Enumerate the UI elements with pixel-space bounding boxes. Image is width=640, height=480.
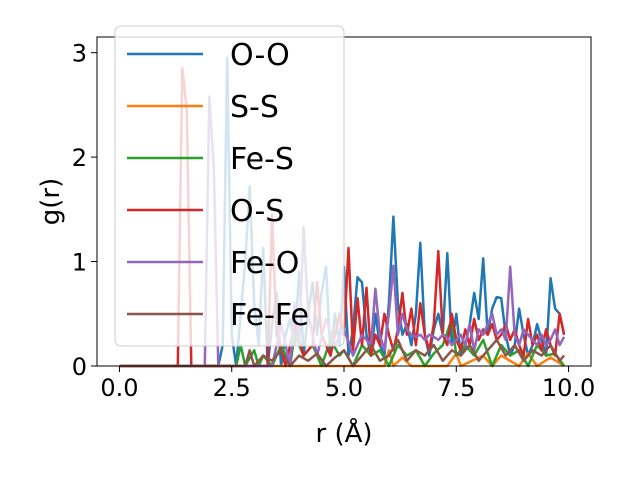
- legend-label: Fe-O: [230, 246, 299, 281]
- y-axis-label: g(r): [36, 178, 66, 225]
- x-tick-label: 0.0: [100, 374, 138, 402]
- legend: O-O S-S Fe-S O-S Fe-O Fe-Fe: [114, 25, 345, 347]
- series-line-fe-fe: [119, 338, 566, 368]
- legend-label: Fe-S: [230, 142, 294, 177]
- y-tick-label: 0: [72, 353, 87, 381]
- x-axis-label: r (Å): [315, 417, 372, 449]
- x-tick-label: 5.0: [325, 374, 363, 402]
- legend-label: S-S: [230, 90, 279, 125]
- x-tick-label: 10.0: [542, 374, 595, 402]
- y-tick-label: 3: [72, 40, 87, 68]
- legend-label: Fe-Fe: [230, 298, 309, 333]
- y-tick-label: 1: [72, 249, 87, 277]
- legend-label: O-S: [230, 194, 284, 229]
- legend-label: O-O: [230, 38, 290, 73]
- x-tick-label: 7.5: [437, 374, 475, 402]
- y-tick-label: 2: [72, 144, 87, 172]
- ticks-layer: 0.0 2.5 5.0 7.5 10.0 0 1 2 3: [72, 40, 596, 402]
- x-tick-label: 2.5: [213, 374, 251, 402]
